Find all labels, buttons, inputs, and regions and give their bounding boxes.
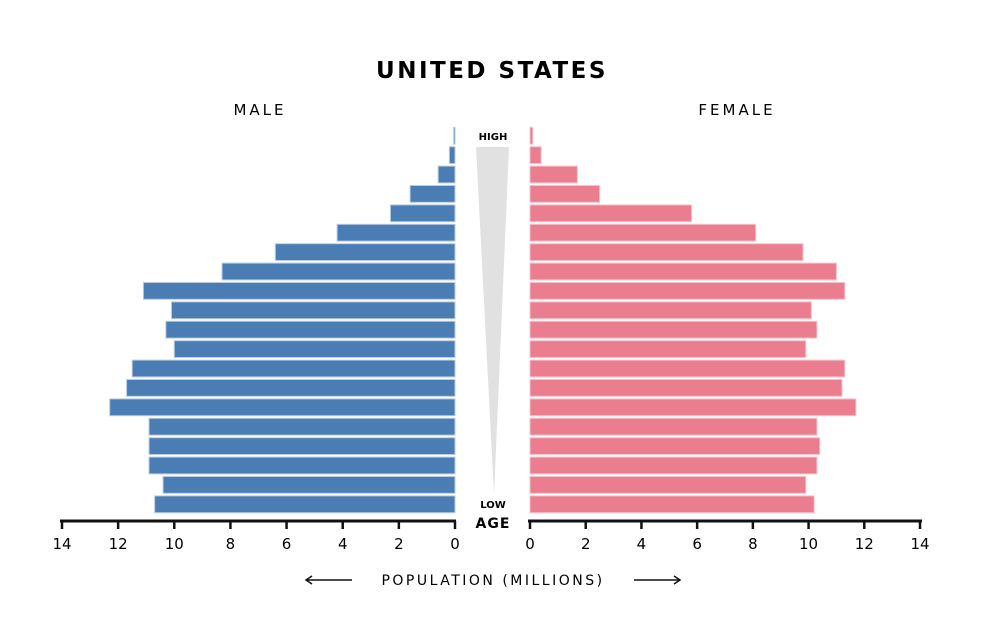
female-x-tick-label: 12 bbox=[855, 535, 874, 553]
male-bar bbox=[148, 437, 456, 456]
male-x-tick-label: 12 bbox=[109, 535, 128, 553]
female-side-label: FEMALE bbox=[698, 101, 775, 119]
male-bar bbox=[165, 320, 456, 339]
male-x-tick-label: 14 bbox=[52, 535, 71, 553]
male-bar bbox=[437, 165, 456, 184]
female-x-tick-label: 8 bbox=[748, 535, 758, 553]
female-x-tick-label: 4 bbox=[637, 535, 647, 553]
female-x-tick-label: 10 bbox=[799, 535, 818, 553]
female-bar bbox=[529, 456, 818, 475]
male-bar bbox=[274, 243, 456, 261]
female-bar bbox=[529, 165, 578, 184]
female-bar bbox=[529, 398, 857, 417]
male-bar bbox=[154, 495, 456, 514]
male-bar bbox=[131, 359, 456, 378]
chart-title: UNITED STATES bbox=[376, 58, 608, 84]
male-x-axis-ticks: 14 12 10 8 6 4 2 0 bbox=[52, 521, 460, 553]
male-bar bbox=[148, 456, 456, 475]
male-x-tick-label: 6 bbox=[282, 535, 292, 553]
female-bar bbox=[529, 301, 812, 320]
male-bar bbox=[162, 476, 456, 494]
male-bar bbox=[170, 301, 456, 320]
male-x-tick-label: 8 bbox=[226, 535, 236, 553]
male-x-tick-label: 4 bbox=[338, 535, 348, 553]
female-x-tick-label: 0 bbox=[525, 535, 535, 553]
age-low-label: LOW bbox=[480, 500, 506, 511]
male-bar bbox=[389, 204, 456, 223]
female-bar bbox=[529, 223, 757, 242]
female-bar bbox=[529, 185, 601, 203]
male-bar bbox=[409, 185, 456, 203]
female-bar bbox=[529, 476, 807, 494]
right-arrow-icon bbox=[673, 575, 682, 585]
male-bar bbox=[453, 126, 456, 145]
age-direction-wedge bbox=[476, 147, 509, 495]
female-bar bbox=[529, 320, 818, 339]
male-x-tick-label: 0 bbox=[450, 535, 460, 553]
male-bar bbox=[142, 282, 456, 300]
age-axis-label: AGE bbox=[476, 516, 511, 532]
female-bar bbox=[529, 146, 542, 164]
male-bar bbox=[448, 146, 456, 164]
female-bar bbox=[529, 282, 846, 300]
male-x-tick-label: 2 bbox=[394, 535, 404, 553]
male-bar bbox=[126, 379, 456, 397]
x-axis-title: POPULATION (MILLIONS) bbox=[381, 573, 604, 589]
female-bar bbox=[529, 340, 807, 359]
male-bars-group bbox=[109, 126, 456, 514]
male-x-tick-label: 10 bbox=[165, 535, 184, 553]
age-high-label: HIGH bbox=[479, 132, 508, 143]
female-bar bbox=[529, 379, 843, 397]
x-axis-title-group: POPULATION (MILLIONS) bbox=[304, 573, 682, 589]
female-x-tick-label: 6 bbox=[692, 535, 702, 553]
male-bar bbox=[109, 398, 456, 417]
male-bar bbox=[148, 417, 456, 436]
male-side-label: MALE bbox=[233, 101, 286, 119]
female-bar bbox=[529, 126, 534, 145]
female-bar bbox=[529, 359, 846, 378]
female-x-tick-label: 2 bbox=[581, 535, 591, 553]
female-bar bbox=[529, 417, 818, 436]
left-arrow-icon bbox=[304, 575, 313, 585]
male-bar bbox=[336, 223, 456, 242]
female-x-axis-ticks: 0 2 4 6 8 10 12 14 bbox=[525, 521, 930, 553]
male-bar bbox=[173, 340, 456, 359]
female-bar bbox=[529, 204, 693, 223]
male-bar bbox=[221, 262, 456, 281]
female-bar bbox=[529, 243, 804, 261]
female-x-tick-label: 14 bbox=[910, 535, 929, 553]
female-bar bbox=[529, 437, 821, 456]
female-bar bbox=[529, 262, 837, 281]
female-bar bbox=[529, 495, 815, 514]
female-bars-group bbox=[529, 126, 857, 514]
